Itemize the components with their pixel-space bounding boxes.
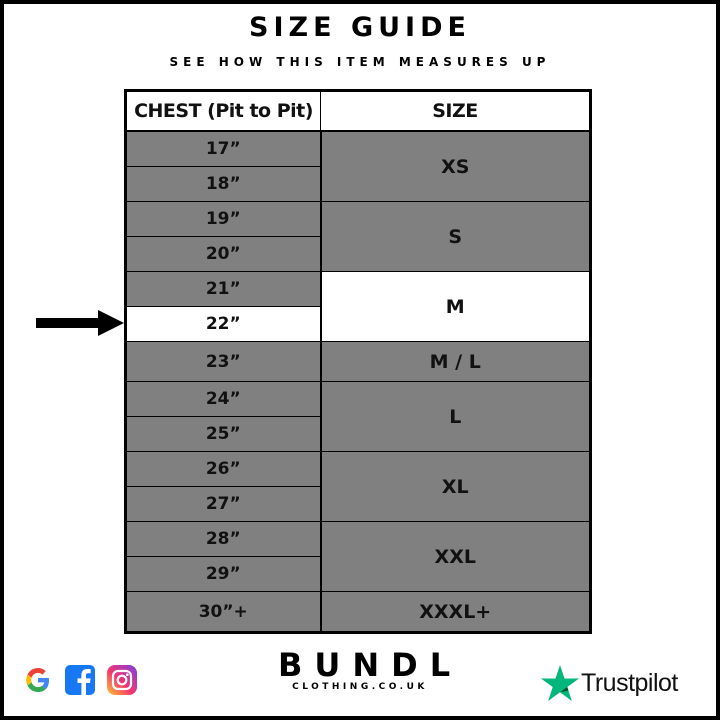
chest-cell: 20” <box>125 236 321 272</box>
size-cell: L <box>319 381 591 452</box>
google-icon[interactable] <box>22 664 54 696</box>
column-header-size: SIZE <box>320 90 591 132</box>
trustpilot-label: Trustpilot <box>581 668 678 697</box>
size-cell: XXXL+ <box>319 591 591 633</box>
chest-cell: 28” <box>125 521 321 557</box>
chest-cell: 26” <box>125 451 321 487</box>
table-row: 19” S <box>125 201 591 272</box>
table-row: 17” XS <box>125 130 591 202</box>
table-row: 25” <box>125 416 591 452</box>
chest-cell: 24” <box>125 381 321 417</box>
table-header: CHEST (Pit to Pit) SIZE <box>125 90 591 132</box>
brand-domain: CLOTHING.CO.UK <box>292 682 428 692</box>
size-cell: XS <box>319 130 591 202</box>
size-cell: M / L <box>319 341 591 382</box>
facebook-icon[interactable] <box>64 664 96 696</box>
chest-cell: 25” <box>125 416 321 452</box>
chest-cell: 30”+ <box>125 591 321 633</box>
size-cell: XL <box>319 451 591 522</box>
size-cell: S <box>319 201 591 272</box>
size-cell: XXL <box>319 521 591 592</box>
table-row: 27” <box>125 486 591 522</box>
trustpilot-logo[interactable]: Trustpilot <box>541 665 678 701</box>
star-icon <box>541 665 579 701</box>
chest-cell-highlighted: 22” <box>125 306 321 342</box>
table-row-highlighted: 22” <box>125 306 591 342</box>
chest-cell: 19” <box>125 201 321 237</box>
page-subtitle: SEE HOW THIS ITEM MEASURES UP <box>169 55 551 69</box>
chest-cell: 29” <box>125 556 321 592</box>
column-header-chest: CHEST (Pit to Pit) <box>125 90 321 132</box>
chest-cell: 23” <box>125 341 321 382</box>
brand-name: BUNDL <box>278 646 463 684</box>
chest-cell: 18” <box>125 166 321 202</box>
chest-cell: 21” <box>125 271 321 307</box>
table-row: 29” <box>125 556 591 592</box>
table-row: 26” XL <box>125 451 591 522</box>
page-title: SIZE GUIDE <box>249 12 471 43</box>
table-row: 30”+ XXXL+ <box>125 591 591 633</box>
social-icons <box>22 664 138 696</box>
chest-cell: 27” <box>125 486 321 522</box>
brand-logo: BUNDL CLOTHING.CO.UK <box>278 648 450 692</box>
chest-cell: 17” <box>125 130 321 167</box>
table-row: 24” L <box>125 381 591 452</box>
arrow-right-icon <box>36 310 124 336</box>
table-row: 21” M <box>125 271 591 342</box>
table-row: 20” <box>125 236 591 272</box>
table-row: 28” XXL <box>125 521 591 592</box>
instagram-icon[interactable] <box>106 664 138 696</box>
table-row: 23” M / L <box>125 341 591 382</box>
size-cell-highlighted: M <box>319 271 591 342</box>
size-table: CHEST (Pit to Pit) SIZE 17” XS 18” 19” S 2… <box>124 89 592 634</box>
